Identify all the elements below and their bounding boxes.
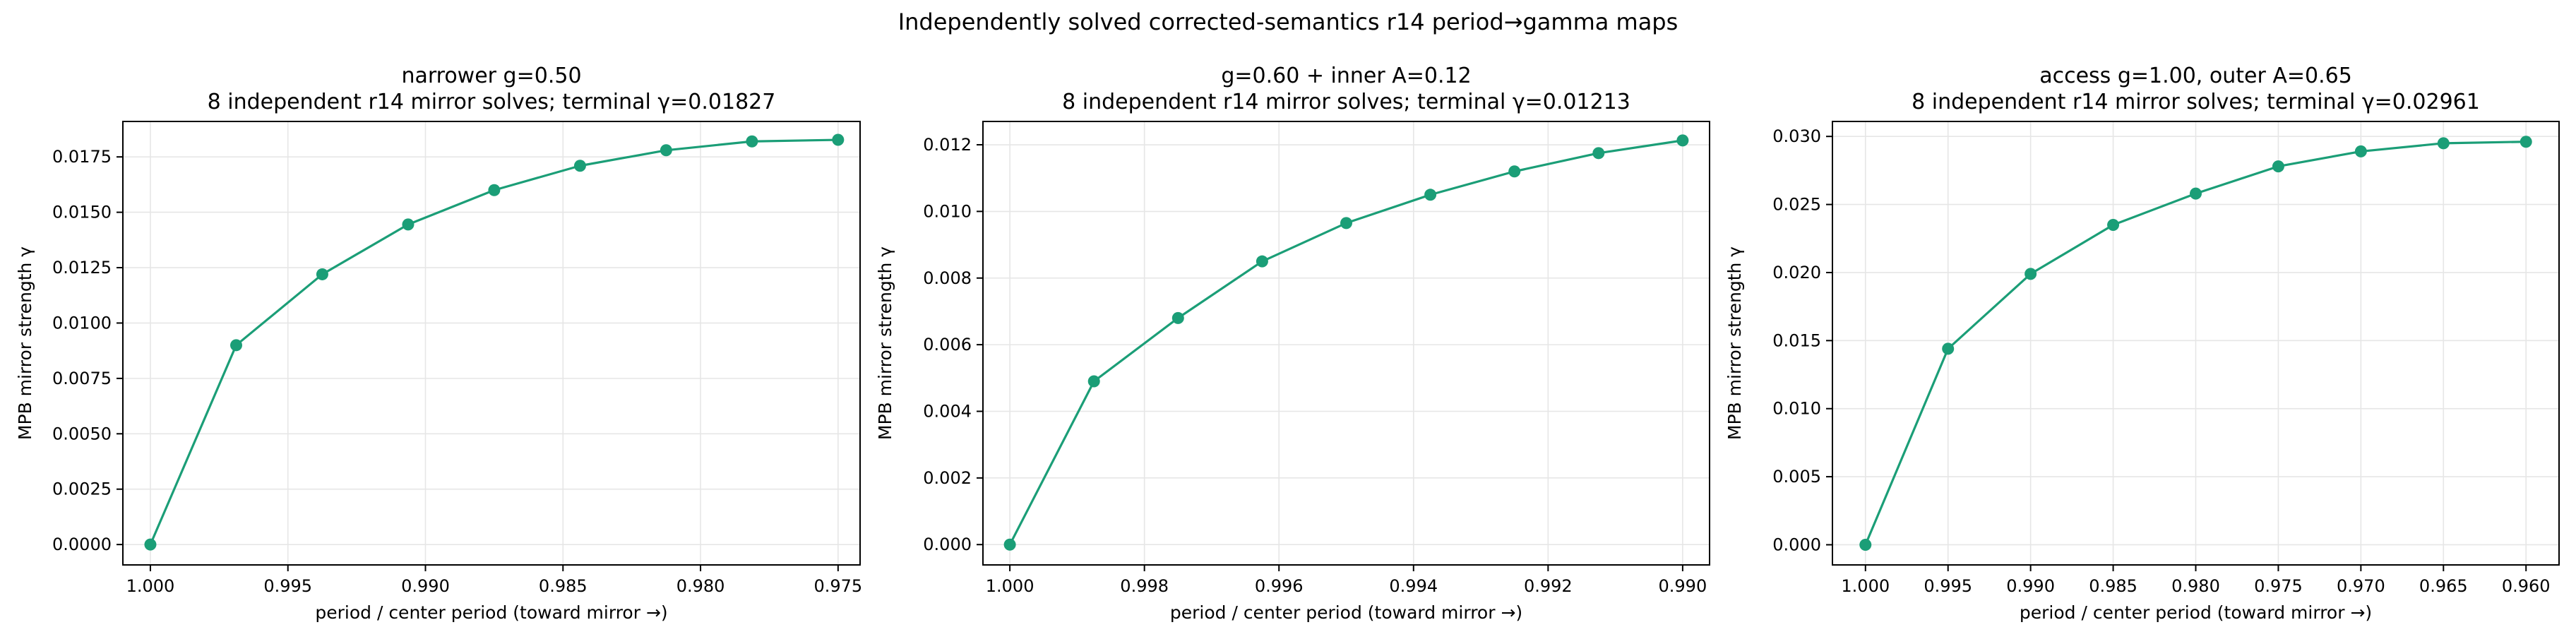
panel-title-line1: access g=1.00, outer A=0.65 (2039, 64, 2352, 88)
x-tick-label: 1.000 (1841, 576, 1890, 596)
data-point (1424, 189, 1437, 201)
x-axis-label: period / center period (toward mirror →) (315, 602, 667, 623)
y-tick-label: 0.002 (923, 468, 972, 488)
y-tick-label: 0.0000 (52, 535, 112, 554)
x-axis-label: period / center period (toward mirror →) (1170, 602, 1522, 623)
x-axis-label: period / center period (toward mirror →) (2020, 602, 2372, 623)
x-tick-label: 0.985 (2089, 576, 2137, 596)
data-point (144, 538, 157, 551)
data-point (1340, 217, 1352, 229)
y-axis-label: MPB mirror strength γ (875, 246, 895, 440)
x-tick-label: 0.975 (2254, 576, 2303, 596)
data-point (2520, 136, 2532, 148)
y-tick-label: 0.010 (1772, 399, 1821, 419)
x-tick-label: 0.970 (2337, 576, 2385, 596)
y-tick-label: 0.006 (923, 335, 972, 354)
x-tick-label: 0.975 (813, 576, 862, 596)
data-point (488, 184, 501, 196)
panel-title-line2: 8 independent r14 mirror solves; termina… (208, 90, 776, 114)
data-point (1676, 134, 1689, 147)
x-tick-label: 0.998 (1120, 576, 1169, 596)
data-point (1859, 538, 1872, 551)
x-tick-label: 0.960 (2502, 576, 2551, 596)
data-point (2354, 145, 2367, 157)
grid-lines (123, 121, 860, 565)
data-point (1592, 147, 1605, 160)
x-tick-label: 1.000 (986, 576, 1034, 596)
plot-frame (982, 121, 1710, 566)
y-tick-label: 0.0175 (52, 147, 112, 167)
y-tick-label: 0.0050 (52, 424, 112, 443)
data-point (1942, 342, 1955, 355)
panel-narrower: narrower g=0.50 8 independent r14 mirror… (15, 64, 862, 623)
x-tick-label: 0.980 (2171, 576, 2220, 596)
y-tick-label: 0.015 (1772, 330, 1821, 350)
data-point (2272, 160, 2284, 173)
axis-ticks: 1.000 0.995 0.990 0.985 0.980 0.975 0.970 0.965… (1772, 126, 2550, 596)
axis-ticks: 1.000 0.995 0.990 0.985 0.980 0.975 0.0000 0.00… (52, 147, 862, 596)
x-tick-label: 0.992 (1524, 576, 1573, 596)
panel-title-line2: 8 independent r14 mirror solves; termina… (1912, 90, 2480, 114)
y-tick-label: 0.0075 (52, 369, 112, 388)
data-point (2437, 137, 2450, 150)
y-tick-label: 0.000 (1772, 535, 1821, 554)
y-tick-label: 0.030 (1772, 126, 1821, 146)
axis-ticks: 1.000 0.998 0.996 0.994 0.992 0.990 0.000 0.002… (923, 135, 1707, 596)
y-tick-label: 0.008 (923, 268, 972, 288)
y-tick-label: 0.0150 (52, 203, 112, 222)
y-tick-label: 0.020 (1772, 263, 1821, 282)
grid-lines (1832, 121, 2559, 565)
data-point (660, 144, 672, 157)
data-point (229, 339, 242, 352)
data-point (832, 133, 845, 146)
data-point (2025, 268, 2037, 280)
y-tick-label: 0.0100 (52, 313, 112, 333)
x-tick-label: 0.990 (401, 576, 450, 596)
x-tick-label: 0.985 (539, 576, 588, 596)
y-tick-label: 0.010 (923, 201, 972, 221)
data-point (1171, 311, 1184, 324)
data-point (316, 268, 328, 280)
plot-frame (122, 121, 861, 566)
x-tick-label: 0.994 (1389, 576, 1438, 596)
y-tick-label: 0.004 (923, 401, 972, 421)
panel-access: access g=1.00, outer A=0.65 8 independen… (1724, 64, 2560, 623)
y-axis-label: MPB mirror strength γ (15, 246, 35, 440)
x-tick-label: 0.996 (1255, 576, 1304, 596)
x-tick-label: 0.990 (2006, 576, 2055, 596)
data-point (2190, 187, 2202, 200)
data-point (402, 218, 415, 231)
data-point (1508, 165, 1521, 178)
panel-title-line2: 8 independent r14 mirror solves; termina… (1062, 90, 1630, 114)
y-tick-label: 0.0125 (52, 258, 112, 278)
panel-title-line1: g=0.60 + inner A=0.12 (1221, 64, 1471, 88)
y-tick-label: 0.0025 (52, 479, 112, 499)
data-point (1256, 255, 1268, 268)
y-axis-label: MPB mirror strength γ (1724, 246, 1745, 440)
x-tick-label: 0.980 (676, 576, 725, 596)
data-point (573, 160, 586, 172)
y-tick-label: 0.012 (923, 135, 972, 155)
figure-suptitle: Independently solved corrected-semantics… (898, 8, 1678, 35)
data-point (1003, 538, 1016, 551)
panel-inner: g=0.60 + inner A=0.12 8 independent r14 … (875, 64, 1710, 623)
data-point (1087, 375, 1100, 388)
y-tick-label: 0.000 (923, 535, 972, 554)
y-tick-label: 0.025 (1772, 195, 1821, 215)
x-tick-label: 1.000 (126, 576, 175, 596)
plot-frame (1832, 121, 2560, 566)
panel-title-line1: narrower g=0.50 (401, 64, 581, 88)
x-tick-label: 0.965 (2419, 576, 2468, 596)
x-tick-label: 0.995 (263, 576, 312, 596)
x-tick-label: 0.990 (1659, 576, 1707, 596)
y-tick-label: 0.005 (1772, 467, 1821, 487)
data-point (746, 135, 758, 148)
data-point (2107, 218, 2120, 231)
x-tick-label: 0.995 (1924, 576, 1972, 596)
